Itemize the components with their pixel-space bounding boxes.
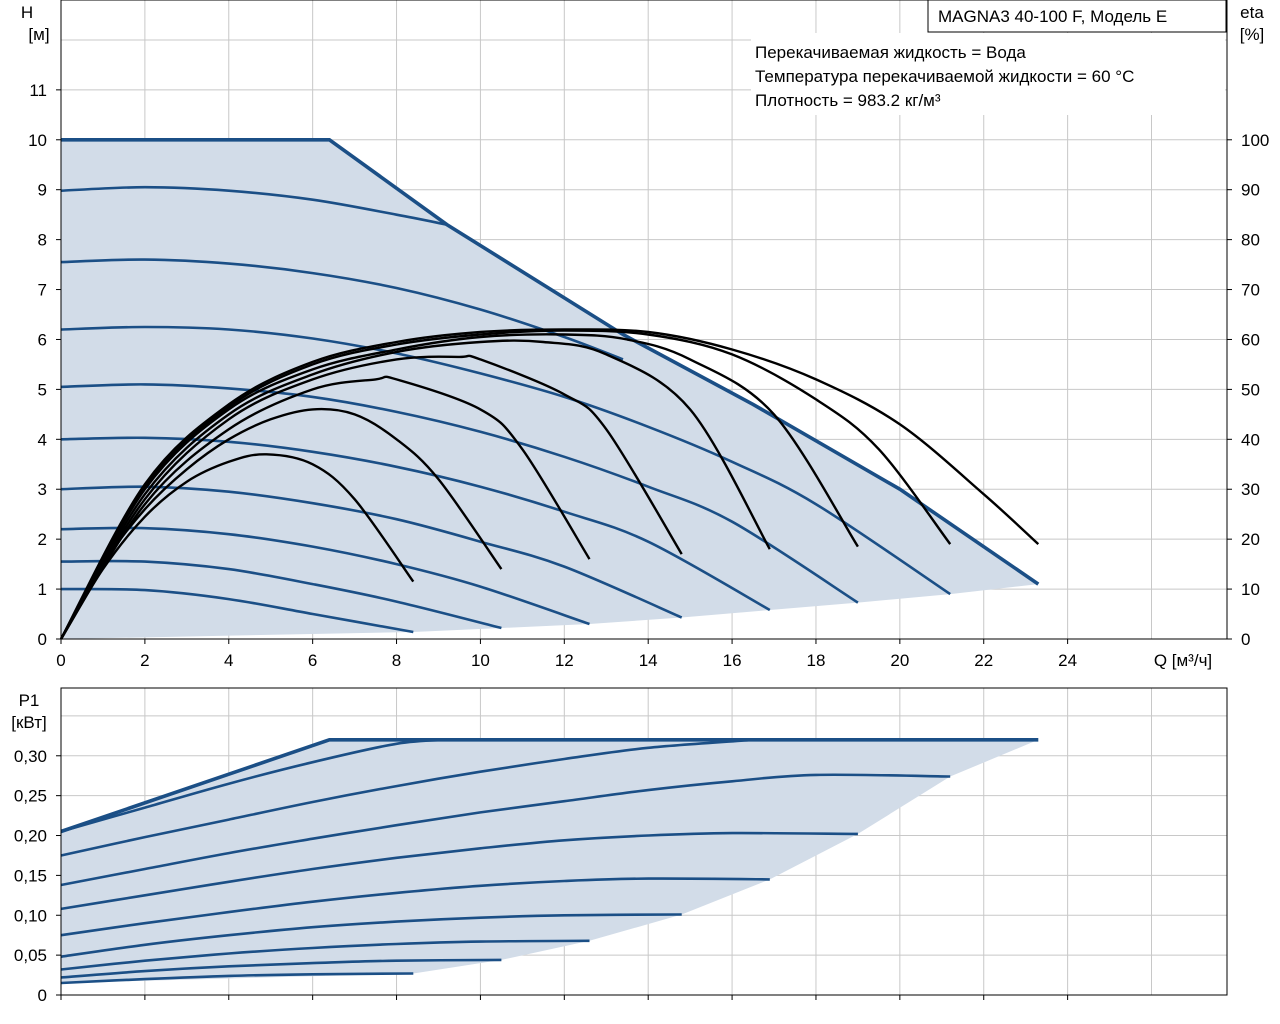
eta-tick-label: 90 — [1241, 181, 1260, 200]
y-tick-label: 8 — [38, 231, 47, 250]
y-tick-label: 0 — [38, 630, 47, 649]
head-curve — [60, 526, 590, 626]
power-curve — [60, 913, 682, 958]
efficiency-curve — [59, 453, 415, 640]
head-curves — [60, 185, 951, 634]
eta-tick-label: 80 — [1241, 231, 1260, 250]
y-tick-label: 11 — [29, 81, 47, 100]
power-operating-envelope — [61, 739, 1039, 983]
power-curve — [60, 972, 414, 985]
x-tick-label: 22 — [974, 651, 993, 670]
eta-tick-label: 50 — [1241, 380, 1260, 399]
x-axis-ticks: 0 2 4 6 8 10 12 14 16 18 20 22 24 — [56, 639, 1077, 670]
power-chart-frame — [60, 687, 1228, 996]
x-tick-label: 20 — [890, 651, 909, 670]
head-curve — [60, 185, 448, 226]
eta-tick-label: 30 — [1241, 480, 1260, 499]
y-tick-label: 6 — [38, 330, 47, 349]
note-temperature: Температура перекачиваемой жидкости = 60… — [755, 67, 1134, 86]
power-tick-label: 0,25 — [14, 787, 47, 806]
x-tick-label: 8 — [392, 651, 401, 670]
eta-tick-label: 20 — [1241, 530, 1260, 549]
power-x-axis-ticks — [60, 995, 1069, 1000]
eta-tick-label: 70 — [1241, 281, 1260, 300]
right-y-axis-ticks: 0 10 20 30 40 50 60 70 80 90 100 — [1227, 131, 1269, 649]
head-curve — [60, 325, 951, 596]
y-tick-label: 7 — [38, 281, 47, 300]
power-chart: 0 0,05 0,10 0,15 0,20 0,25 0,30 P1 [кВт] — [11, 687, 1228, 1005]
x-tick-label: 12 — [555, 651, 574, 670]
note-density: Плотность = 983.2 кг/м³ — [755, 91, 941, 110]
y-tick-label: 4 — [38, 430, 47, 449]
y-axis-label-h-unit: [м] — [28, 25, 49, 44]
power-curve — [60, 877, 770, 937]
power-tick-label: 0,30 — [14, 747, 47, 766]
x-tick-label: 0 — [56, 651, 65, 670]
efficiency-curve — [59, 329, 952, 640]
power-y-axis-label: P1 — [19, 691, 40, 710]
power-tick-label: 0,15 — [14, 866, 47, 885]
eta-tick-label: 40 — [1241, 430, 1260, 449]
note-fluid: Перекачиваемая жидкость = Вода — [755, 43, 1026, 62]
power-curve — [60, 958, 502, 979]
eta-tick-label: 100 — [1241, 131, 1269, 150]
x-tick-label: 16 — [723, 651, 742, 670]
power-y-axis-ticks: 0 0,05 0,10 0,15 0,20 0,25 0,30 — [14, 747, 61, 1005]
y-axis-label-eta: eta — [1240, 3, 1264, 22]
x-tick-label: 6 — [308, 651, 317, 670]
y-axis-label-h: H — [21, 3, 33, 22]
x-axis-label: Q [м³/ч] — [1154, 651, 1212, 670]
head-curve — [60, 559, 502, 630]
head-chart-frame — [60, 0, 1228, 640]
eta-tick-label: 0 — [1241, 630, 1250, 649]
y-tick-label: 5 — [38, 380, 47, 399]
power-curve — [60, 738, 448, 833]
info-background — [751, 33, 1225, 115]
y-tick-label: 1 — [38, 580, 47, 599]
efficiency-curve — [59, 375, 591, 640]
power-tick-label: 0,20 — [14, 827, 47, 846]
y-tick-label: 2 — [38, 530, 47, 549]
max-power-curve — [60, 738, 1039, 834]
head-curve — [60, 436, 771, 612]
power-curves — [60, 738, 951, 985]
eta-tick-label: 10 — [1241, 580, 1260, 599]
efficiency-curves — [59, 328, 1040, 640]
power-curve — [60, 738, 754, 857]
model-label: MAGNA3 40-100 F, Модель E — [938, 7, 1167, 26]
efficiency-curve — [59, 328, 1040, 640]
power-curve — [60, 773, 951, 887]
power-y-axis-label-unit: [кВт] — [11, 713, 46, 732]
x-tick-label: 18 — [807, 651, 826, 670]
y-axis-label-eta-unit: [%] — [1240, 25, 1265, 44]
x-tick-label: 14 — [639, 651, 658, 670]
x-tick-label: 2 — [140, 651, 149, 670]
head-operating-envelope — [61, 139, 1039, 640]
power-tick-label: 0,05 — [14, 946, 47, 965]
power-tick-label: 0,10 — [14, 906, 47, 925]
x-tick-label: 24 — [1058, 651, 1077, 670]
efficiency-curve — [59, 339, 771, 640]
model-label-box — [927, 0, 1227, 33]
power-tick-label: 0 — [38, 986, 47, 1005]
power-curve — [60, 831, 858, 911]
y-tick-label: 3 — [38, 480, 47, 499]
y-tick-label: 9 — [38, 181, 47, 200]
left-y-axis-ticks: 0 1 2 3 4 5 6 7 8 9 10 11 — [28, 81, 61, 649]
efficiency-curve — [59, 354, 683, 640]
x-tick-label: 10 — [471, 651, 490, 670]
efficiency-curve — [59, 333, 859, 640]
max-head-curve — [61, 138, 1040, 586]
power-curve — [60, 939, 590, 971]
head-curve — [60, 587, 414, 634]
head-efficiency-chart: Перекачиваемая жидкость = Вода Температу… — [21, 0, 1269, 670]
head-curve — [60, 383, 859, 604]
x-tick-label: 4 — [224, 651, 233, 670]
eta-tick-label: 60 — [1241, 330, 1260, 349]
y-tick-label: 10 — [28, 131, 47, 150]
